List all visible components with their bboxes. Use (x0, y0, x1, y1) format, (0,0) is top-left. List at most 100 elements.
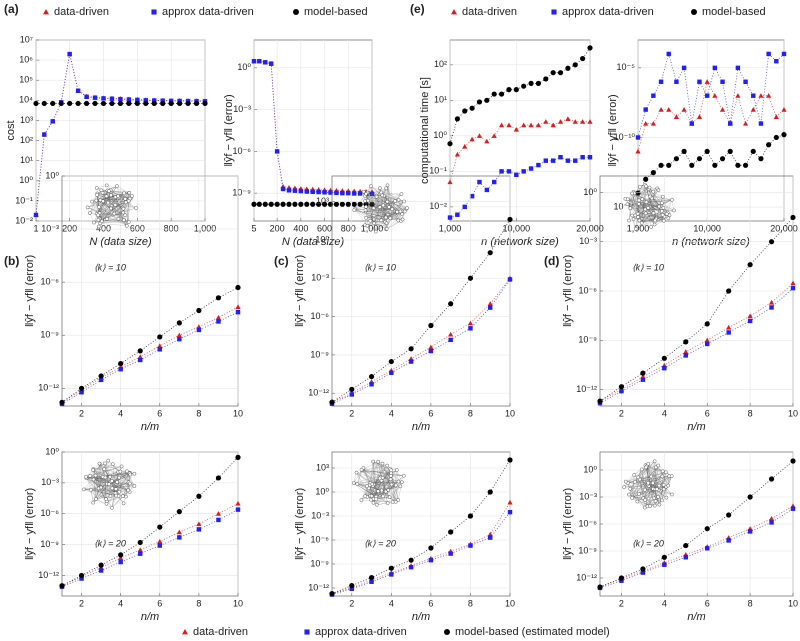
network-node (627, 492, 631, 497)
y-tick-label: 10⁻¹ (15, 195, 33, 205)
annotation: ⟨k⟩ = 10 (364, 262, 396, 272)
network-node (82, 487, 86, 492)
network-node (121, 494, 125, 498)
network-node (647, 185, 652, 190)
network-node (381, 494, 385, 499)
network-edge (638, 476, 652, 494)
network-edge (382, 195, 405, 212)
square-marker (468, 543, 473, 548)
network-edge (638, 185, 646, 201)
network-edge (625, 198, 638, 214)
annotation: ⟨k⟩ = 10 (632, 262, 664, 272)
x-tick-label: 2 (349, 408, 354, 418)
network-edge (392, 475, 404, 503)
network-node (666, 216, 671, 221)
circle-marker (98, 562, 104, 568)
panel-label: (b) (4, 254, 19, 268)
network-edge (655, 476, 670, 490)
network-node (364, 205, 368, 209)
y-tick-label: 10⁻¹⁰ (614, 132, 636, 142)
square-marker (369, 579, 374, 584)
x-tick-label: 6 (428, 408, 433, 418)
circle-marker (118, 360, 124, 367)
network-node (655, 487, 659, 492)
network-illustration (85, 183, 138, 229)
y-tick-label: 10⁶ (19, 54, 33, 64)
circle-marker (168, 100, 174, 107)
circle-marker (469, 105, 475, 111)
network-node (654, 465, 658, 470)
network-node (380, 475, 385, 480)
triangle-marker (704, 79, 710, 84)
network-node (364, 192, 368, 196)
triangle-marker (650, 120, 656, 126)
circle-marker (196, 307, 202, 314)
network-node (666, 483, 670, 488)
network-node (128, 481, 132, 486)
circle-marker (262, 201, 268, 207)
circle-marker (251, 201, 257, 207)
network-edge (87, 207, 127, 226)
network-edge (95, 498, 112, 508)
x-tick-label: 8 (196, 408, 201, 418)
circle-marker (357, 201, 363, 207)
network-node (368, 184, 373, 188)
square-marker (268, 61, 274, 66)
network-node (656, 188, 661, 192)
y-axis-label: ‖ŷf − yf‖ (error) (562, 488, 574, 560)
network-node (622, 485, 626, 489)
square-marker (774, 58, 779, 64)
network-node (379, 218, 384, 223)
triangle-marker (768, 515, 775, 521)
network-node (365, 484, 369, 489)
network-node (637, 492, 641, 496)
network-node (648, 194, 652, 199)
annotation: ⟨k⟩ = 20 (632, 538, 664, 548)
legend-marker (444, 629, 450, 635)
network-edge (114, 213, 129, 223)
circle-marker (118, 552, 124, 558)
square-marker (735, 65, 741, 71)
circle-marker (572, 62, 578, 68)
network-node (117, 490, 122, 494)
x-axis-label: n/m (412, 421, 430, 433)
y-tick-label: 10⁻⁶ (311, 534, 330, 544)
network-edge (648, 476, 663, 487)
circle-marker (528, 80, 534, 86)
network-edge (632, 496, 644, 499)
network-edge (625, 198, 662, 212)
network-node (121, 501, 126, 506)
triangle-marker (448, 331, 454, 337)
network-edge (381, 481, 399, 491)
network-node (374, 194, 379, 199)
square-marker (726, 538, 731, 543)
x-tick-label: 6 (705, 408, 710, 418)
network-node (99, 485, 103, 490)
triangle-marker (215, 314, 222, 320)
network-node (652, 496, 657, 501)
circle-marker (235, 454, 241, 460)
network-node (109, 193, 113, 198)
network-node (94, 497, 98, 501)
square-marker (286, 188, 292, 193)
y-tick-label: 10⁻³ (41, 477, 59, 487)
plot-frame (61, 451, 239, 597)
network-edge (99, 201, 104, 219)
square-marker (298, 188, 304, 194)
square-marker (643, 107, 648, 112)
circle-marker (498, 91, 505, 97)
y-tick-label: 10⁰ (45, 170, 59, 180)
y-tick-label: 10⁻⁶ (311, 311, 330, 321)
network-node (372, 221, 376, 226)
network-edge (90, 489, 119, 497)
circle-marker (712, 162, 718, 168)
y-axis-label: ‖ŷf − yf‖ (error) (294, 255, 306, 327)
square-marker (75, 88, 81, 93)
network-node (104, 501, 109, 506)
network-edge (96, 194, 100, 214)
network-edge (628, 220, 642, 224)
y-axis-label: cost (5, 120, 17, 140)
circle-marker (157, 524, 163, 530)
network-node (97, 224, 101, 229)
network-node (651, 189, 656, 194)
